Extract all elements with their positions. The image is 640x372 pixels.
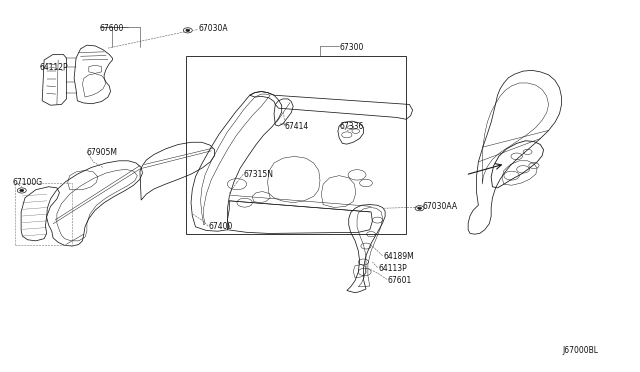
Text: 64112P: 64112P — [39, 63, 68, 72]
Text: 67100G: 67100G — [12, 178, 42, 187]
Text: 67601: 67601 — [387, 276, 412, 285]
Text: J67000BL: J67000BL — [563, 346, 598, 355]
Text: 67030AA: 67030AA — [422, 202, 458, 211]
Circle shape — [186, 29, 189, 32]
Text: 64113P: 64113P — [379, 264, 408, 273]
Text: 67315N: 67315N — [243, 170, 273, 179]
Circle shape — [418, 207, 422, 209]
Bar — [15, 183, 72, 245]
Text: 67400: 67400 — [208, 222, 232, 231]
Text: 67600: 67600 — [100, 24, 124, 33]
Text: 67905M: 67905M — [87, 148, 118, 157]
Bar — [186, 56, 406, 234]
Text: 67414: 67414 — [285, 122, 309, 131]
Text: 67336: 67336 — [339, 122, 364, 131]
Text: 67030A: 67030A — [198, 24, 228, 33]
Text: 64189M: 64189M — [384, 252, 415, 261]
Text: 67300: 67300 — [339, 42, 364, 51]
Circle shape — [20, 189, 24, 192]
